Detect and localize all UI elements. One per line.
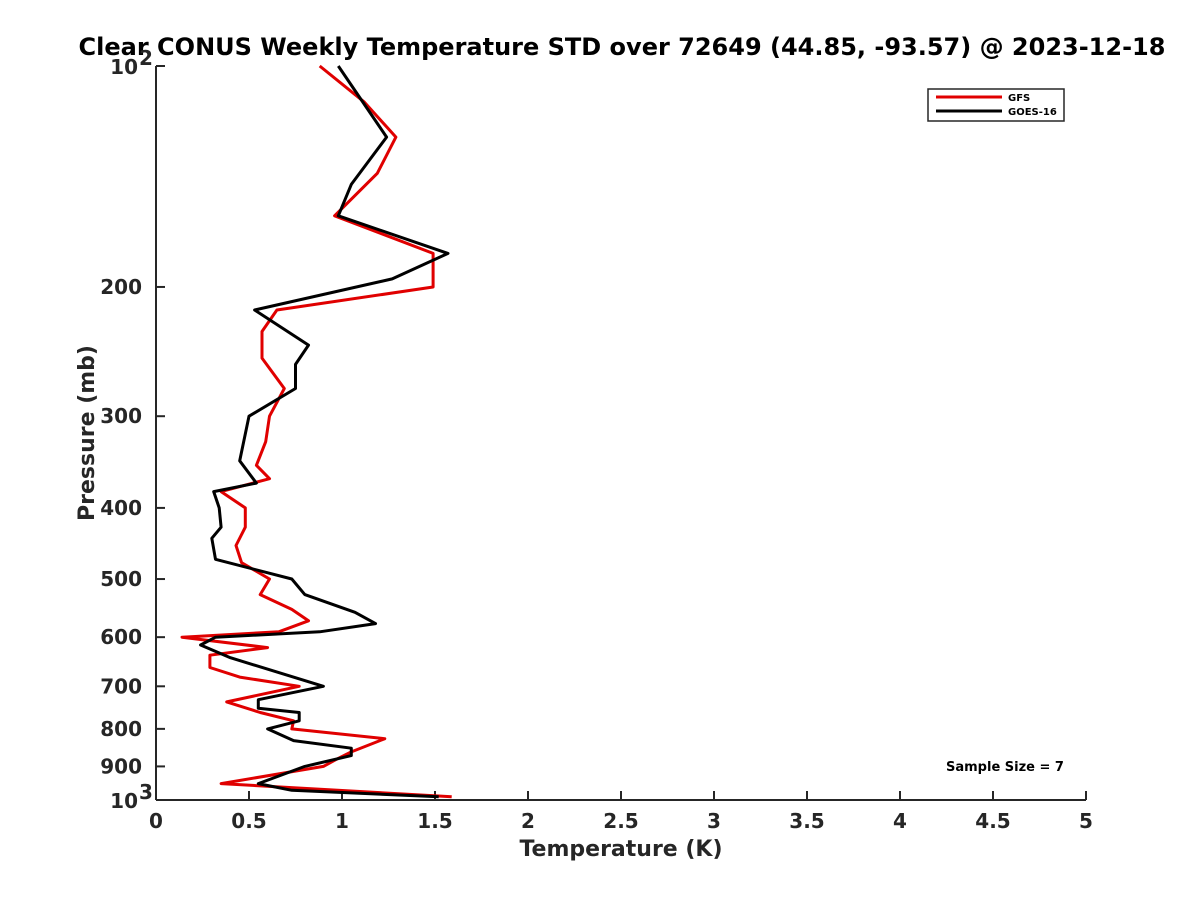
x-tick-label: 4 xyxy=(893,809,907,833)
x-tick-label: 2.5 xyxy=(603,809,638,833)
y-tick-label: 900 xyxy=(100,754,142,778)
legend-label-goes16: GOES-16 xyxy=(1008,107,1057,118)
legend: GFS GOES-16 xyxy=(927,88,1065,122)
x-tick-label: 1.5 xyxy=(417,809,452,833)
y-tick-label: 700 xyxy=(100,674,142,698)
y-tick-label-power: 10 3 xyxy=(110,780,153,813)
x-ticks: 0 0.5 1 1.5 2 2.5 3 3.5 4 4.5 5 xyxy=(149,791,1093,833)
x-tick-label: 3 xyxy=(707,809,721,833)
y-tick-label: 800 xyxy=(100,717,142,741)
x-tick-label: 2 xyxy=(521,809,535,833)
y-tick-label: 10 xyxy=(110,789,138,813)
x-tick-label: 0 xyxy=(149,809,163,833)
x-tick-label: 4.5 xyxy=(975,809,1010,833)
x-axis-label: Temperature (K) xyxy=(519,837,722,862)
chart-title: Clear CONUS Weekly Temperature STD over … xyxy=(79,33,1166,61)
series-lines xyxy=(180,64,452,799)
x-tick-label: 5 xyxy=(1079,809,1093,833)
y-tick-exponent: 2 xyxy=(139,46,153,70)
y-tick-label: 500 xyxy=(100,567,142,591)
legend-label-gfs: GFS xyxy=(1008,93,1030,104)
y-tick-label: 300 xyxy=(100,404,142,428)
x-tick-label: 1 xyxy=(335,809,349,833)
plot-area: 0 0.5 1 1.5 2 2.5 3 3.5 4 4.5 5 10 2200300400500600… xyxy=(100,46,1093,833)
x-tick-label: 3.5 xyxy=(789,809,824,833)
y-tick-label: 10 xyxy=(110,55,138,79)
y-tick-label: 400 xyxy=(100,496,142,520)
sample-size-annotation: Sample Size = 7 xyxy=(946,760,1064,775)
y-tick-label: 200 xyxy=(100,275,142,299)
series-line-goes16 xyxy=(199,65,450,799)
y-tick-label-power: 10 2 xyxy=(110,46,153,79)
y-tick-exponent: 3 xyxy=(139,780,153,804)
y-tick-label: 600 xyxy=(100,625,142,649)
x-tick-label: 0.5 xyxy=(231,809,266,833)
legend-box xyxy=(927,88,1065,122)
y-axis-label: Pressure (mb) xyxy=(75,345,100,521)
